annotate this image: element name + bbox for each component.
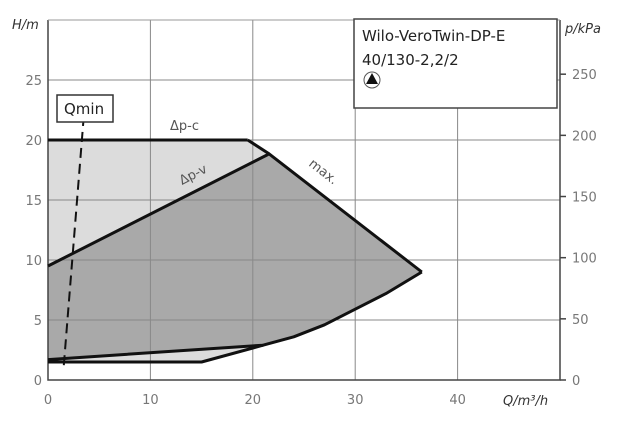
y-tick-label: 5 xyxy=(34,314,42,329)
x-tick-label: 0 xyxy=(44,393,52,408)
y-axis-label: H/m xyxy=(12,18,39,33)
curve-boundary-4 xyxy=(48,343,264,364)
x-tick-label: 10 xyxy=(142,393,159,408)
x-tick-label: 20 xyxy=(245,393,262,408)
y2-axis-label: p/kPa xyxy=(564,22,601,37)
operating-region-0 xyxy=(48,140,269,266)
legend-variant: 40/130-2,2/2 xyxy=(362,51,459,69)
qmin-line xyxy=(62,115,85,371)
x-axis-label: Q/m³/h xyxy=(503,394,548,409)
curve-pv xyxy=(47,153,269,268)
operating-region-2 xyxy=(48,154,422,360)
y-tick-label: 10 xyxy=(25,254,42,269)
axes-frame xyxy=(47,20,561,381)
y2-tick-label: 0 xyxy=(572,374,580,389)
y-tick-label: 15 xyxy=(25,194,42,209)
x-tick-label: 30 xyxy=(347,393,364,408)
svg-text:Qmin: Qmin xyxy=(64,100,104,118)
y2-tick-label: 200 xyxy=(572,129,597,144)
y-tick-label: 0 xyxy=(34,374,42,389)
curve-max xyxy=(246,138,423,274)
qmin-label: Qmin xyxy=(56,94,114,123)
pump-symbol-icon xyxy=(363,71,381,89)
x-tick-label: 40 xyxy=(449,393,466,408)
legend-box: Wilo-VeroTwin-DP-E 40/130-2,2/2 xyxy=(353,18,558,109)
legend-model: Wilo-VeroTwin-DP-E xyxy=(362,27,505,45)
y2-tick-label: 50 xyxy=(572,313,589,328)
label-max: max. xyxy=(306,156,341,188)
y2-tick-label: 150 xyxy=(572,191,597,206)
label-dp-c: Δp-c xyxy=(170,119,199,134)
y-tick-label: 20 xyxy=(25,134,42,149)
y-tick-label: 25 xyxy=(25,74,42,89)
y2-tick-label: 100 xyxy=(572,252,597,267)
y2-tick-label: 250 xyxy=(572,68,597,83)
